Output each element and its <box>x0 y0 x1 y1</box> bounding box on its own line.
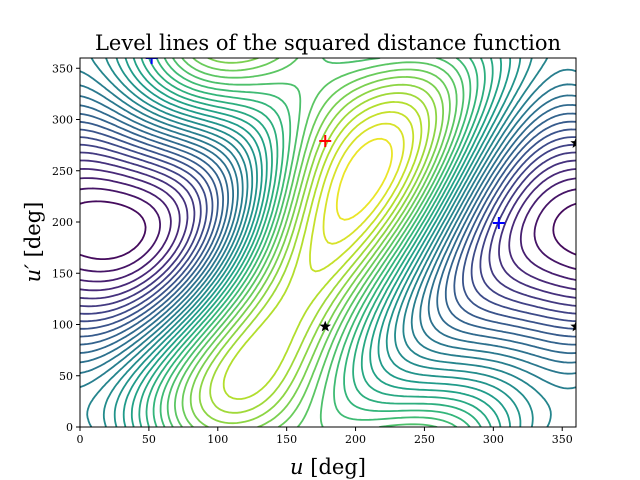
contour-level <box>181 58 451 427</box>
x-axis-label-var: u <box>290 455 304 479</box>
plus-marker <box>145 58 158 64</box>
x-tick-label: 0 <box>77 433 84 446</box>
y-tick-label: 150 <box>52 267 73 280</box>
contour-level <box>130 58 502 427</box>
contour-level <box>80 120 576 338</box>
contour-level <box>113 58 522 427</box>
contour-level <box>309 111 415 273</box>
contour-level <box>152 58 479 427</box>
contour-level <box>80 94 576 364</box>
x-tick-label: 300 <box>483 433 504 446</box>
contour-level <box>80 83 576 375</box>
x-tick-label: 100 <box>207 433 228 446</box>
contour-level <box>198 83 438 425</box>
x-tick-label: 200 <box>345 433 366 446</box>
contour-level <box>159 58 472 427</box>
contour-level <box>80 168 576 292</box>
x-tick-label: 250 <box>414 433 435 446</box>
y-axis-label-var: u′ <box>21 264 45 283</box>
contour-level <box>335 137 393 221</box>
contour-level <box>189 58 444 427</box>
contour-level <box>138 58 494 427</box>
contour-level <box>322 122 405 245</box>
y-axis-label: u′ [deg] <box>21 202 45 283</box>
y-axis-ticks: 0 50 100 150 200 250 300 350 <box>52 62 80 434</box>
contour-level <box>102 58 534 427</box>
contour-level <box>122 58 512 427</box>
x-axis-label-unit: [deg] <box>304 455 366 479</box>
contour-level <box>174 58 458 427</box>
contour-level <box>80 112 576 346</box>
marker-layer <box>145 58 576 332</box>
y-tick-label: 250 <box>52 165 73 178</box>
contour-level <box>80 200 576 260</box>
y-tick-label: 100 <box>52 319 73 332</box>
contour-level <box>80 187 576 273</box>
x-tick-label: 150 <box>276 433 297 446</box>
contour-level <box>80 143 576 315</box>
y-tick-label: 200 <box>52 216 73 229</box>
y-tick-label: 350 <box>52 62 73 75</box>
plus-marker <box>492 217 505 230</box>
contour-level <box>86 58 552 427</box>
contour-level <box>209 92 430 414</box>
star-marker <box>319 320 331 332</box>
contour-level <box>222 101 423 400</box>
star-marker <box>570 320 576 332</box>
contour-level <box>166 58 465 427</box>
contour-lines <box>80 58 576 427</box>
x-axis-ticks: 0 50 100 150 200 250 300 350 <box>77 427 573 446</box>
contour-level <box>80 151 576 308</box>
contour-level <box>80 177 576 283</box>
contour-level <box>145 58 486 427</box>
contour-level <box>80 159 576 300</box>
x-axis-label: u [deg] <box>290 455 366 479</box>
star-marker <box>570 137 576 148</box>
y-tick-label: 50 <box>59 370 73 383</box>
y-axis-label-unit: [deg] <box>21 202 45 264</box>
contour-level <box>80 136 576 323</box>
x-tick-label: 350 <box>552 433 573 446</box>
contour-level <box>80 128 576 330</box>
plot-frame <box>79 57 577 428</box>
x-tick-label: 50 <box>142 433 156 446</box>
chart-title: Level lines of the squared distance func… <box>95 31 561 55</box>
contour-level <box>80 104 576 355</box>
y-tick-label: 0 <box>66 421 73 434</box>
y-tick-label: 300 <box>52 114 73 127</box>
plus-marker <box>319 135 332 148</box>
